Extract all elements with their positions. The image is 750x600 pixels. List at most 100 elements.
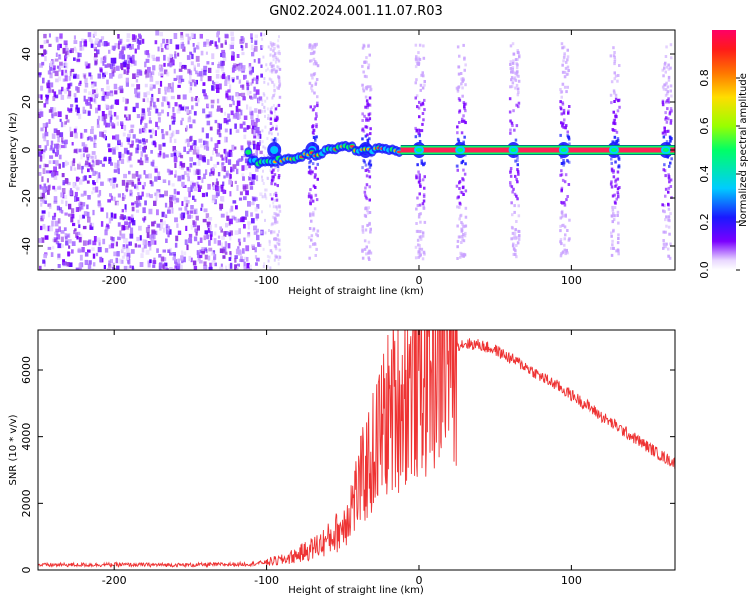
noise-speckle — [71, 249, 74, 254]
noise-speckle — [38, 108, 43, 112]
noise-speckle — [38, 151, 42, 157]
noise-speckle — [130, 227, 134, 234]
noise-speckle — [227, 113, 231, 119]
burst-speckle — [564, 214, 567, 218]
noise-speckle — [78, 148, 82, 153]
burst-speckle — [663, 210, 666, 214]
noise-speckle — [211, 85, 216, 91]
burst-speckle — [272, 49, 275, 53]
noise-speckle — [183, 256, 186, 263]
snr-frame — [37, 329, 676, 571]
burst-speckle — [560, 90, 564, 94]
noise-speckle — [140, 253, 144, 258]
noise-speckle — [248, 82, 252, 86]
noise-speckle — [265, 69, 268, 73]
burst-speckle — [368, 258, 371, 261]
noise-speckle — [151, 161, 155, 167]
noise-speckle — [131, 59, 135, 64]
noise-speckle — [69, 188, 73, 194]
noise-speckle — [193, 66, 196, 72]
noise-speckle — [215, 192, 218, 198]
noise-speckle — [172, 252, 176, 256]
burst-speckle — [361, 256, 365, 260]
noise-speckle — [227, 152, 231, 157]
noise-speckle — [63, 88, 67, 94]
noise-speckle — [52, 149, 55, 153]
noise-speckle — [186, 210, 189, 215]
burst-speckle — [664, 88, 668, 92]
noise-speckle — [143, 182, 146, 187]
burst-speckle — [415, 78, 418, 82]
noise-speckle — [137, 178, 141, 182]
burst-speckle — [567, 238, 571, 242]
burst-speckle — [516, 51, 520, 54]
burst-speckle — [565, 72, 569, 76]
noise-speckle — [94, 53, 98, 58]
noise-speckle — [269, 266, 272, 270]
burst-speckle — [365, 85, 368, 89]
noise-speckle — [183, 251, 187, 256]
burst-speckle — [310, 86, 313, 90]
noise-speckle — [62, 262, 67, 267]
burst-speckle — [560, 169, 563, 173]
noise-speckle — [88, 111, 91, 115]
noise-speckle — [253, 86, 256, 92]
noise-speckle — [65, 50, 69, 55]
burst-speckle — [663, 67, 666, 71]
noise-speckle — [191, 105, 194, 110]
noise-speckle — [127, 216, 131, 221]
burst-speckle — [667, 177, 671, 181]
noise-speckle — [245, 42, 248, 49]
noise-speckle — [64, 236, 68, 240]
noise-speckle — [108, 217, 112, 224]
noise-speckle — [41, 192, 45, 199]
noise-speckle — [206, 120, 211, 126]
noise-speckle — [124, 106, 128, 111]
burst-speckle — [271, 179, 274, 183]
noise-speckle — [54, 107, 57, 112]
burst-speckle — [418, 43, 422, 47]
burst-speckle — [277, 45, 280, 49]
noise-speckle — [225, 170, 229, 176]
noise-speckle — [186, 138, 190, 143]
burst-speckle — [514, 174, 517, 178]
noise-speckle — [129, 57, 133, 63]
noise-speckle — [267, 117, 269, 120]
noise-speckle — [146, 232, 150, 239]
burst-speckle — [422, 250, 426, 254]
noise-speckle — [92, 180, 95, 185]
noise-speckle — [57, 253, 61, 258]
burst-speckle — [464, 206, 468, 210]
noise-speckle — [177, 230, 182, 235]
noise-speckle — [152, 57, 156, 61]
noise-speckle — [197, 63, 200, 67]
noise-speckle — [81, 165, 84, 170]
burst-speckle — [611, 208, 615, 212]
noise-speckle — [162, 152, 166, 159]
noise-speckle — [276, 138, 279, 142]
noise-speckle — [191, 215, 194, 219]
burst-speckle — [316, 95, 319, 99]
noise-speckle — [183, 196, 188, 202]
noise-speckle — [246, 86, 250, 91]
noise-speckle — [160, 219, 163, 223]
burst-speckle — [664, 111, 667, 115]
burst-speckle — [308, 81, 312, 85]
noise-speckle — [254, 108, 258, 113]
burst-speckle — [568, 160, 571, 164]
burst-speckle — [461, 191, 464, 195]
noise-speckle — [190, 186, 193, 192]
burst-speckle — [417, 250, 420, 254]
noise-speckle — [82, 106, 85, 113]
noise-speckle — [162, 38, 166, 44]
burst-speckle — [418, 213, 421, 216]
noise-speckle — [135, 147, 139, 154]
noise-speckle — [237, 158, 240, 163]
noise-speckle — [98, 239, 101, 246]
noise-speckle — [211, 194, 216, 201]
noise-speckle — [92, 81, 97, 87]
noise-speckle — [48, 160, 52, 164]
noise-speckle — [54, 112, 58, 117]
noise-speckle — [188, 110, 192, 114]
burst-speckle — [661, 101, 665, 105]
